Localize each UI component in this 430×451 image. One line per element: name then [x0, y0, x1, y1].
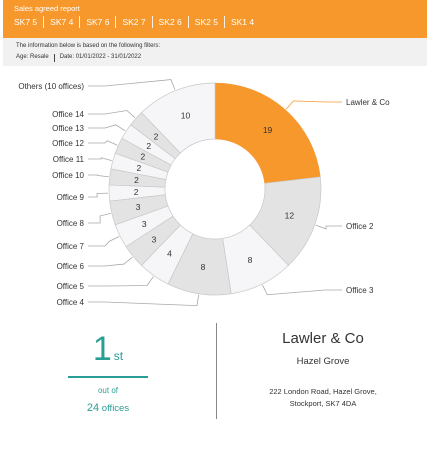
- office-address: 222 London Road, Hazel Grove, Stockport,…: [216, 386, 430, 410]
- leader-office-7: [88, 236, 120, 247]
- category-label-lawler-co: Lawler & Co: [346, 98, 390, 107]
- tab-sk1-4[interactable]: SK1 4: [223, 16, 260, 28]
- value-label-office-2: 12: [285, 211, 295, 221]
- report-title: Sales agreed report: [14, 4, 80, 13]
- value-label-office-3: 8: [248, 255, 253, 265]
- leader-office-11: [88, 157, 112, 162]
- office-address-line1: 222 London Road, Hazel Grove,: [269, 387, 377, 396]
- value-label-office-6: 3: [152, 234, 157, 244]
- slice-lawler-co[interactable]: [214, 82, 321, 184]
- leader-office-5: [88, 276, 154, 287]
- category-label-office-3: Office 3: [346, 286, 374, 295]
- value-label-office-11: 2: [136, 163, 141, 173]
- rank-out-of: out of: [97, 386, 118, 395]
- category-label-office-11: Office 11: [53, 155, 85, 164]
- chart-slices: [108, 82, 322, 296]
- leader-office-2: [315, 224, 342, 230]
- leader-lawler-co: [285, 100, 342, 110]
- leader-office-3: [262, 284, 342, 296]
- tab-sk2-7[interactable]: SK2 7: [115, 16, 151, 28]
- category-label-office-12: Office 12: [52, 139, 84, 148]
- category-label-office-2: Office 2: [346, 222, 374, 231]
- rank-count-label: offices: [101, 403, 130, 414]
- section-divider: [216, 323, 217, 419]
- value-label-office-13: 2: [146, 141, 151, 151]
- category-label-office-7: Office 7: [57, 242, 85, 251]
- category-label-office-13: Office 13: [52, 124, 84, 133]
- office-area: Hazel Grove: [296, 356, 350, 367]
- leader-office-13: [88, 124, 126, 132]
- report-header: Sales agreed report SK7 5 SK7 4 SK7 6 SK…: [3, 0, 427, 38]
- rank-offices-count: 24 offices: [40, 402, 176, 414]
- rank-display: 1 st: [40, 330, 176, 369]
- office-address-line2: Stockport, SK7 4DA: [289, 399, 357, 408]
- tab-sk7-6[interactable]: SK7 6: [79, 16, 115, 28]
- tab-sk2-6[interactable]: SK2 6: [151, 16, 188, 28]
- leader-office-9: [88, 192, 109, 198]
- tab-sk2-5[interactable]: SK2 5: [187, 16, 224, 28]
- value-label-others-10-offices: 10: [181, 111, 191, 121]
- slice-others-10-offices[interactable]: [141, 82, 216, 154]
- filter-intro: The information below is based on the fo…: [16, 43, 161, 49]
- filter-age: Age: Resale: [16, 54, 49, 60]
- value-label-office-8: 3: [136, 202, 141, 212]
- value-label-office-14: 2: [154, 131, 159, 141]
- rank-suffix: st: [113, 349, 124, 363]
- value-label-office-12: 2: [141, 152, 146, 162]
- chart-category-labels: Lawler & Co Office 2 Office 3 Office 4 Offic…: [18, 82, 390, 307]
- rank-count: 24: [86, 402, 100, 414]
- postcode-tabs: SK7 5 SK7 4 SK7 6 SK2 7 SK2 6 SK2 5 SK1 …: [14, 16, 260, 28]
- leader-office-12: [88, 140, 118, 146]
- leader-office-4: [88, 294, 200, 307]
- category-label-others-10-offices: Others (10 offices): [18, 82, 84, 91]
- tab-sk7-4[interactable]: SK7 4: [43, 16, 79, 28]
- category-label-office-4: Office 4: [57, 298, 85, 307]
- value-label-office-4: 8: [201, 262, 206, 272]
- office-name: Lawler & Co: [282, 330, 364, 347]
- category-label-office-14: Office 14: [52, 110, 84, 119]
- leader-office-10: [88, 174, 109, 178]
- filter-summary: The information below is based on the fo…: [3, 38, 427, 66]
- value-label-lawler-co: 19: [263, 125, 273, 135]
- value-label-office-5: 4: [167, 249, 172, 259]
- filter-values: Age: Resale Date: 01/01/2022 - 31/01/202…: [16, 54, 141, 62]
- category-label-office-10: Office 10: [52, 171, 84, 180]
- category-label-office-8: Office 8: [57, 219, 85, 228]
- category-label-office-5: Office 5: [57, 282, 85, 291]
- leader-others-10-offices: [88, 79, 176, 90]
- chart-leader-lines: [88, 79, 342, 307]
- tab-sk7-5[interactable]: SK7 5: [14, 17, 38, 27]
- leader-office-8: [88, 212, 111, 224]
- leader-office-14: [88, 110, 136, 119]
- category-label-office-9: Office 9: [57, 193, 85, 202]
- value-label-office-9: 2: [134, 187, 139, 197]
- value-label-office-10: 2: [134, 175, 139, 185]
- filter-separator: [53, 54, 55, 62]
- rank-position: 1: [92, 330, 112, 368]
- rank-underline: [68, 376, 148, 378]
- value-label-office-7: 3: [142, 219, 147, 229]
- filter-date: Date: 01/01/2022 - 31/01/2022: [59, 54, 142, 60]
- leader-office-6: [88, 256, 133, 267]
- category-label-office-6: Office 6: [57, 262, 85, 271]
